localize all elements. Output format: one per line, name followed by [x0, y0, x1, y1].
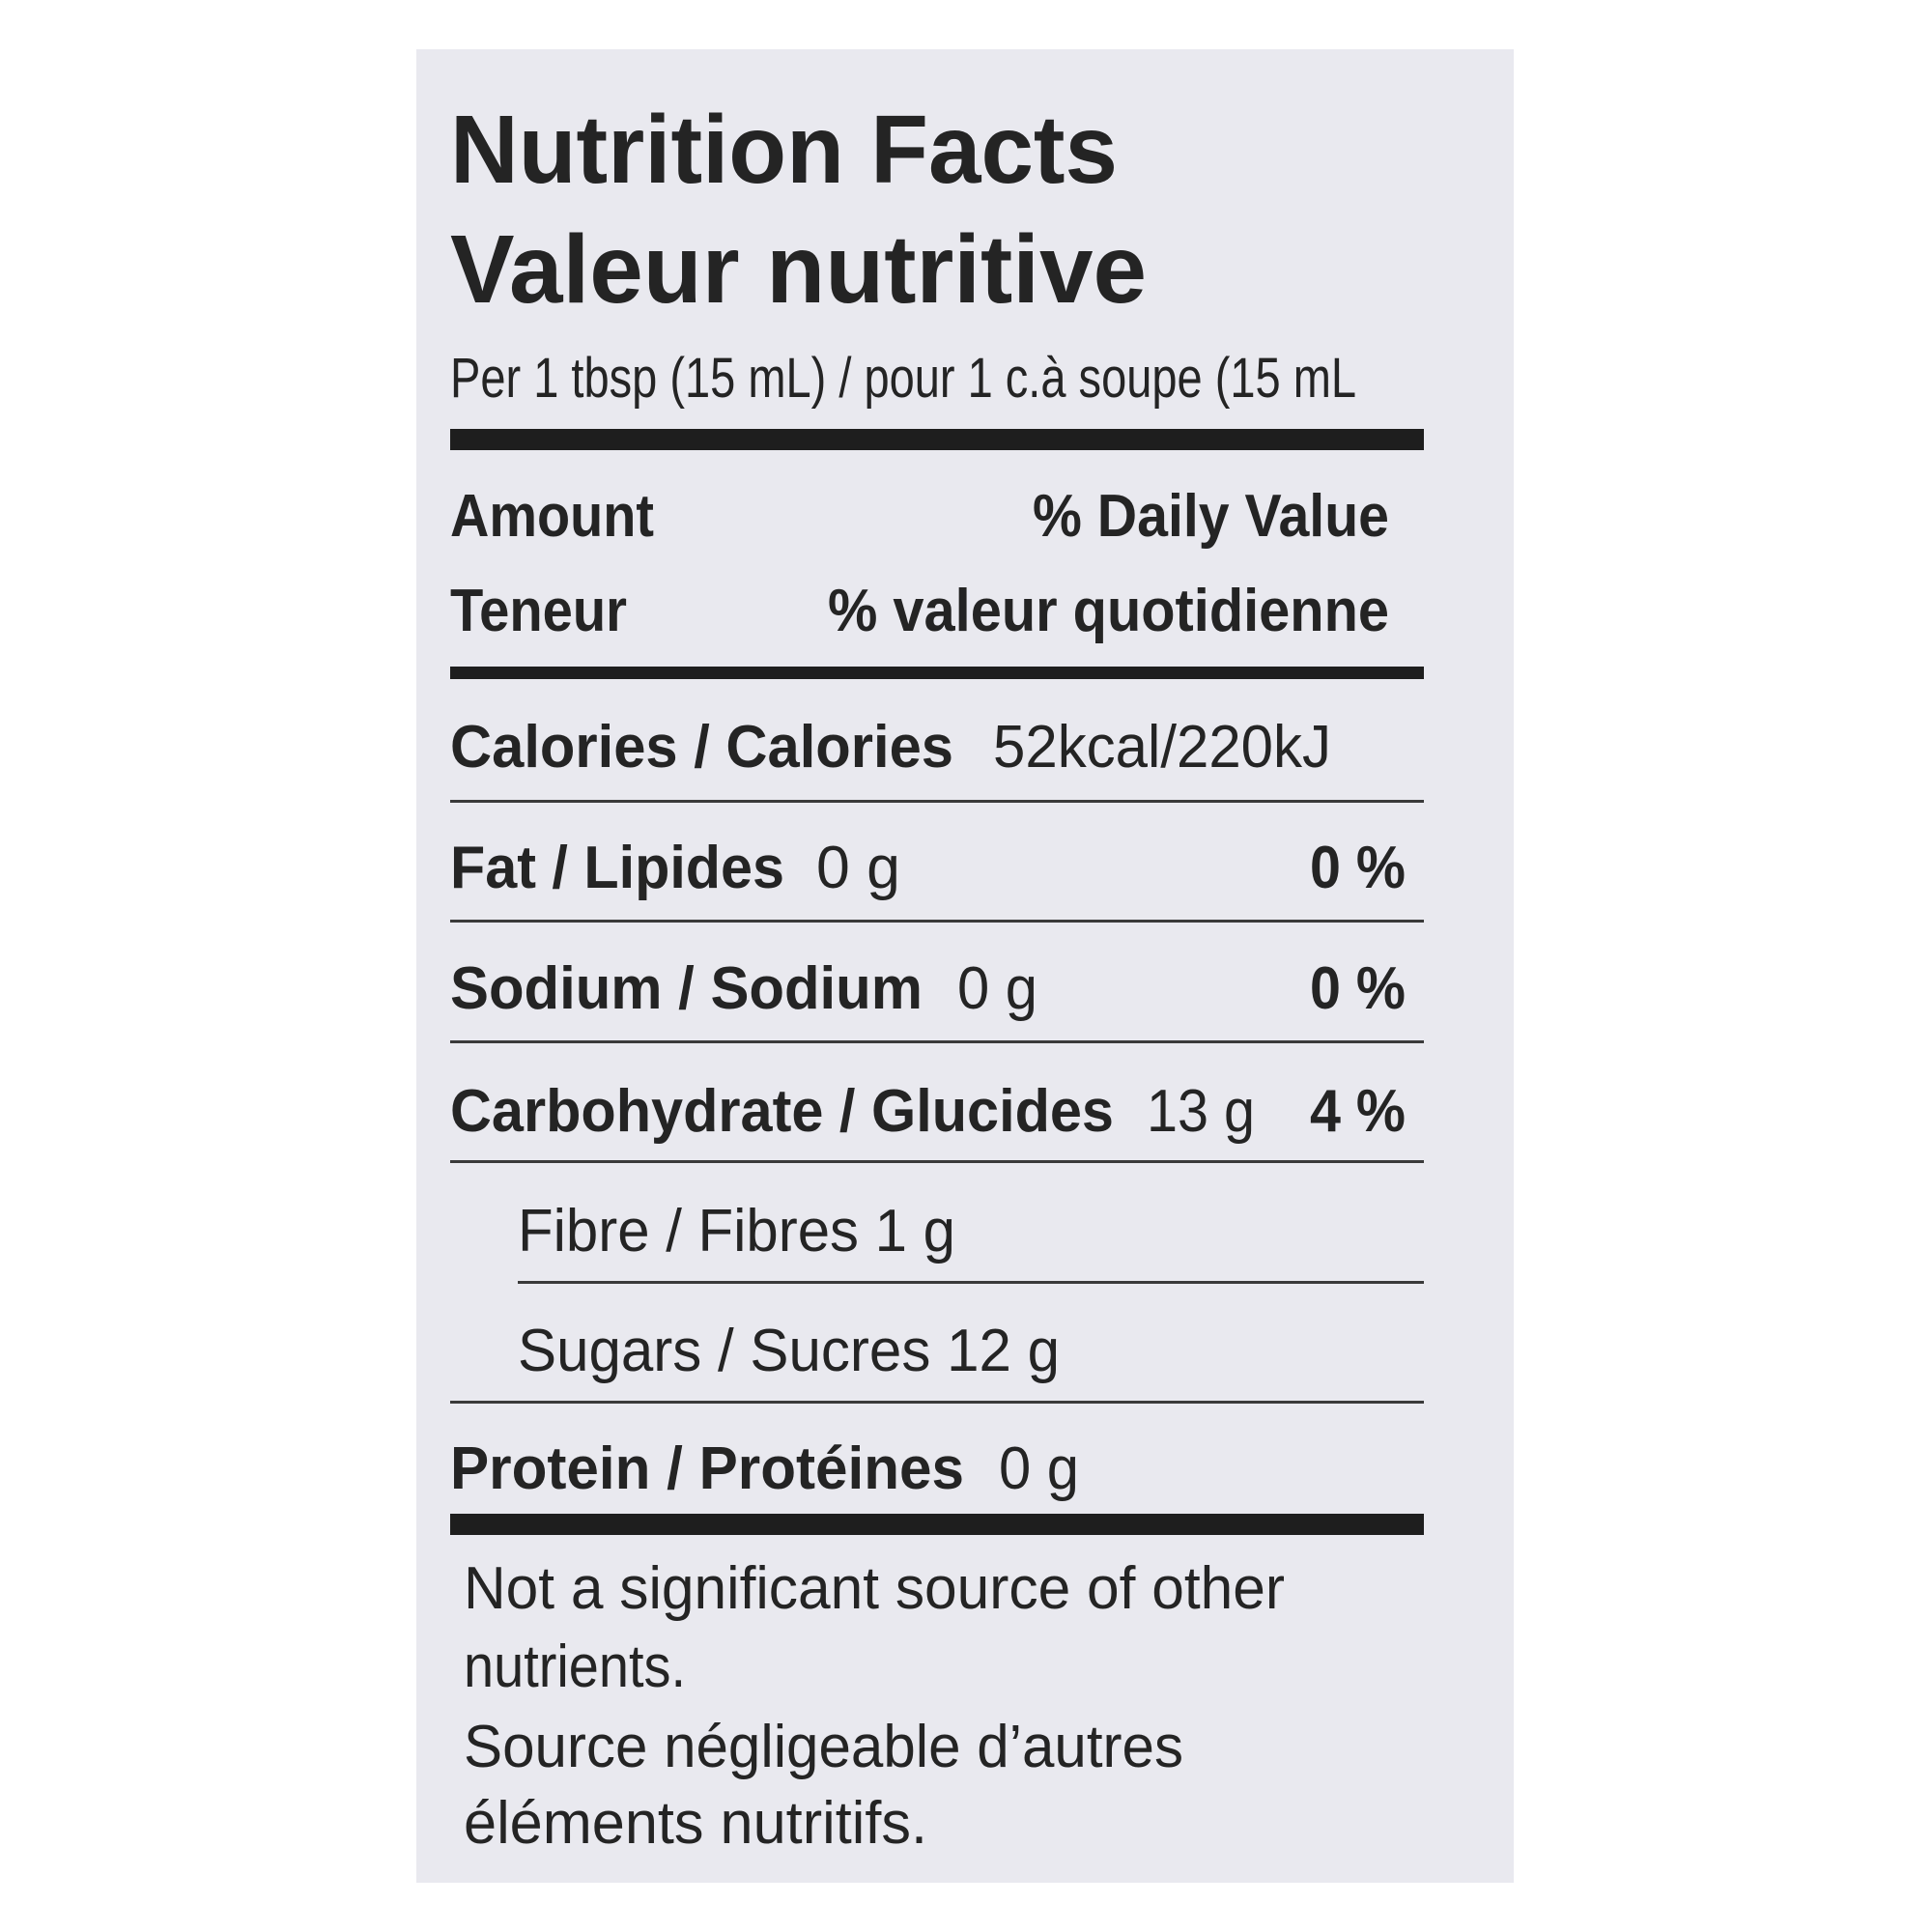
thin-rule [518, 1281, 1424, 1284]
footnote-line: Source négligeable d’autres [464, 1714, 1183, 1780]
footnote-line: éléments nutritifs. [464, 1790, 927, 1857]
thin-rule [450, 920, 1424, 923]
thick-rule [450, 1514, 1424, 1535]
amount-en: Amount [450, 483, 654, 550]
thin-rule [450, 800, 1424, 803]
thin-rule [450, 1401, 1424, 1404]
nutrient-label: Sodium / Sodium [450, 955, 923, 1022]
sub-nutrient-label: Sugars / Sucres 12 g [518, 1318, 1060, 1384]
serving-size: Per 1 tbsp (15 mL) / pour 1 c.à soupe (1… [450, 347, 1356, 410]
nutrient-amount: 0 g [816, 835, 900, 901]
daily-value-fr: % valeur quotidienne [828, 578, 1389, 644]
nutrient-daily-value: 4 % [1310, 1078, 1406, 1145]
label-panel [416, 49, 1514, 1883]
calories-value: 52kcal/220kJ [993, 714, 1331, 781]
nutrient-daily-value: 0 % [1310, 835, 1406, 901]
amount-fr: Teneur [450, 578, 627, 644]
nutrient-label: Fat / Lipides [450, 835, 784, 901]
nutrient-label: Carbohydrate / Glucides [450, 1078, 1114, 1145]
thin-rule [450, 1040, 1424, 1043]
nutrient-amount: 13 g [1147, 1078, 1255, 1145]
daily-value-en: % Daily Value [1033, 483, 1389, 550]
thick-rule [450, 429, 1424, 450]
footnote-line: nutrients. [464, 1634, 686, 1700]
title-en: Nutrition Facts [450, 96, 1118, 204]
medium-rule [450, 667, 1424, 679]
thin-rule [450, 1160, 1424, 1163]
nutrient-amount: 0 g [957, 955, 1037, 1022]
nutrient-amount: 0 g [999, 1435, 1079, 1502]
nutrient-daily-value: 0 % [1310, 955, 1406, 1022]
footnote-line: Not a significant source of other [464, 1555, 1285, 1622]
title-fr: Valeur nutritive [450, 215, 1147, 324]
calories-label: Calories / Calories [450, 714, 953, 781]
sub-nutrient-label: Fibre / Fibres 1 g [518, 1198, 955, 1264]
nutrient-label: Protein / Protéines [450, 1435, 964, 1502]
